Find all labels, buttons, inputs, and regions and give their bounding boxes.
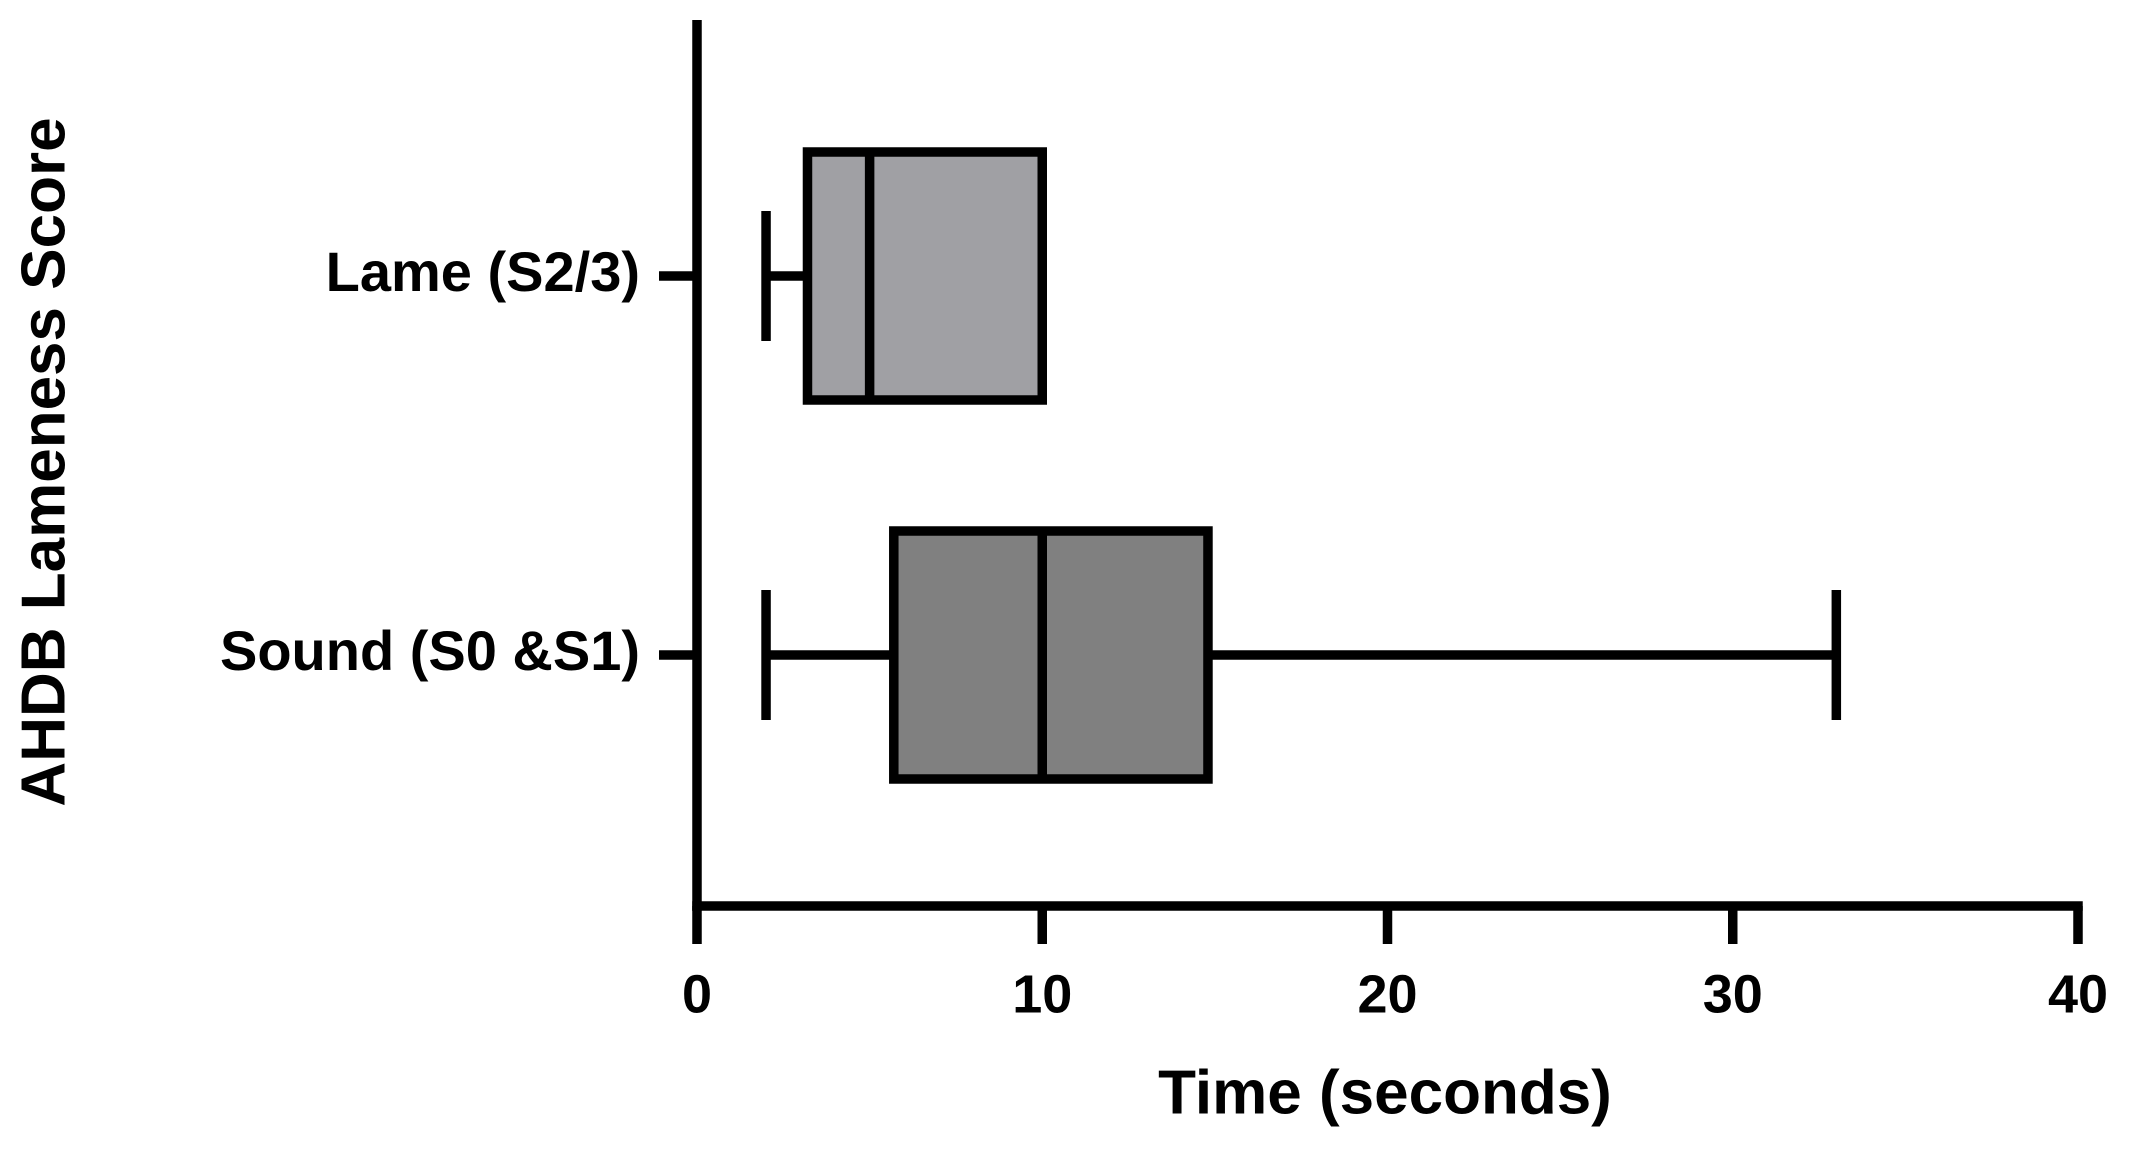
box	[802, 147, 1047, 405]
y-tick-label: Lame (S2/3)	[326, 240, 640, 303]
x-tick-label: 10	[1012, 964, 1072, 1024]
y-tick-label: Sound (S0 &S1)	[220, 619, 640, 682]
x-tick-label: 20	[1357, 964, 1417, 1024]
x-tick-label: 40	[2048, 964, 2108, 1024]
x-tick-label: 0	[682, 964, 712, 1024]
x-tick-label: 30	[1703, 964, 1763, 1024]
box	[889, 526, 1213, 784]
y-axis-title: AHDB Lameness Score	[9, 117, 78, 806]
x-axis-title: Time (seconds)	[1158, 1058, 1612, 1127]
